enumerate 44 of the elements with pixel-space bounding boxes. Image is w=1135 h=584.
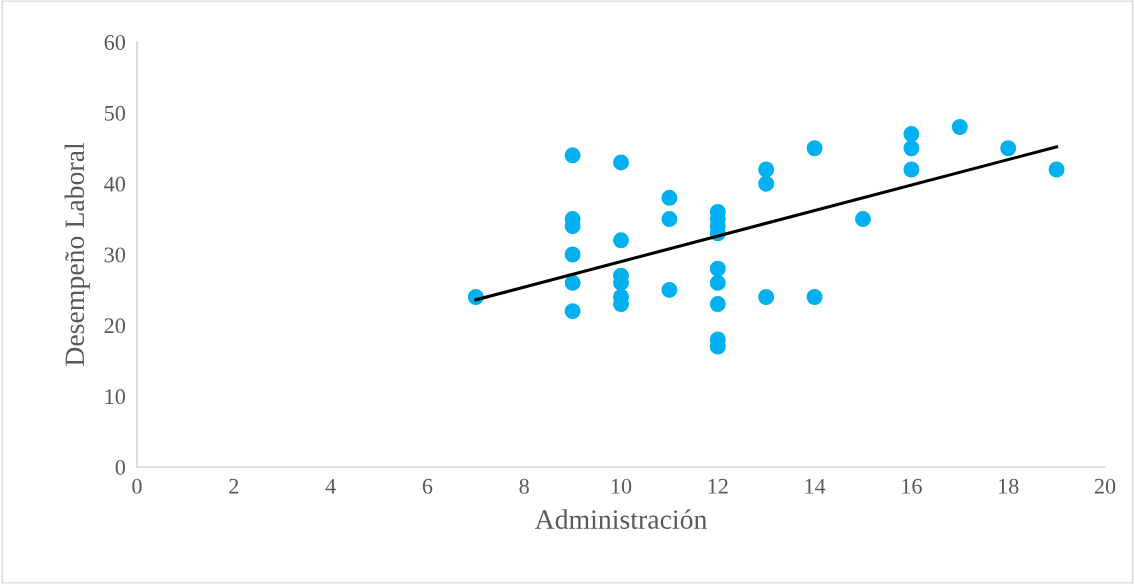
point [903, 161, 920, 178]
point [951, 119, 968, 135]
point [709, 260, 726, 277]
point [758, 175, 775, 192]
point [903, 126, 920, 143]
x-tick-label: 2 [229, 478, 239, 494]
point [661, 281, 678, 298]
x-tick-label: 4 [325, 478, 336, 494]
x-tick-label: 14 [805, 478, 826, 494]
x-tick-label: 20 [1094, 478, 1116, 494]
x-tick-label: 8 [519, 478, 529, 494]
point [564, 274, 581, 291]
y-tick-label: 30 [104, 247, 126, 263]
point [758, 161, 775, 178]
point [855, 211, 871, 228]
point [613, 232, 629, 249]
point [613, 154, 629, 171]
x-tick-label: 0 [132, 478, 142, 494]
y-axis-title: Desempeño Laboral [64, 142, 90, 366]
x-tick-label: 12 [708, 478, 728, 494]
point [709, 296, 726, 313]
point [758, 289, 775, 305]
x-tick-label: 18 [999, 478, 1019, 494]
point [564, 147, 581, 164]
y-tick-label: 0 [115, 459, 126, 475]
x-tick-label: 10 [611, 478, 632, 494]
y-tick-label: 40 [104, 176, 126, 192]
y-tick-label: 10 [105, 389, 126, 405]
x-axis-title: Administración [534, 509, 707, 529]
point [564, 303, 581, 320]
point [806, 289, 823, 305]
point [1000, 140, 1017, 157]
x-tick-label: 6 [422, 478, 433, 494]
point [661, 211, 678, 228]
x-tick-label: 16 [902, 478, 922, 494]
y-tick-label: 50 [104, 105, 126, 121]
y-tick-label: 20 [104, 318, 126, 334]
point [564, 246, 581, 263]
point [1048, 161, 1065, 178]
y-tick-label: 60 [104, 34, 126, 50]
point [709, 274, 726, 291]
point [661, 189, 678, 206]
point [903, 140, 920, 157]
point [806, 140, 823, 157]
